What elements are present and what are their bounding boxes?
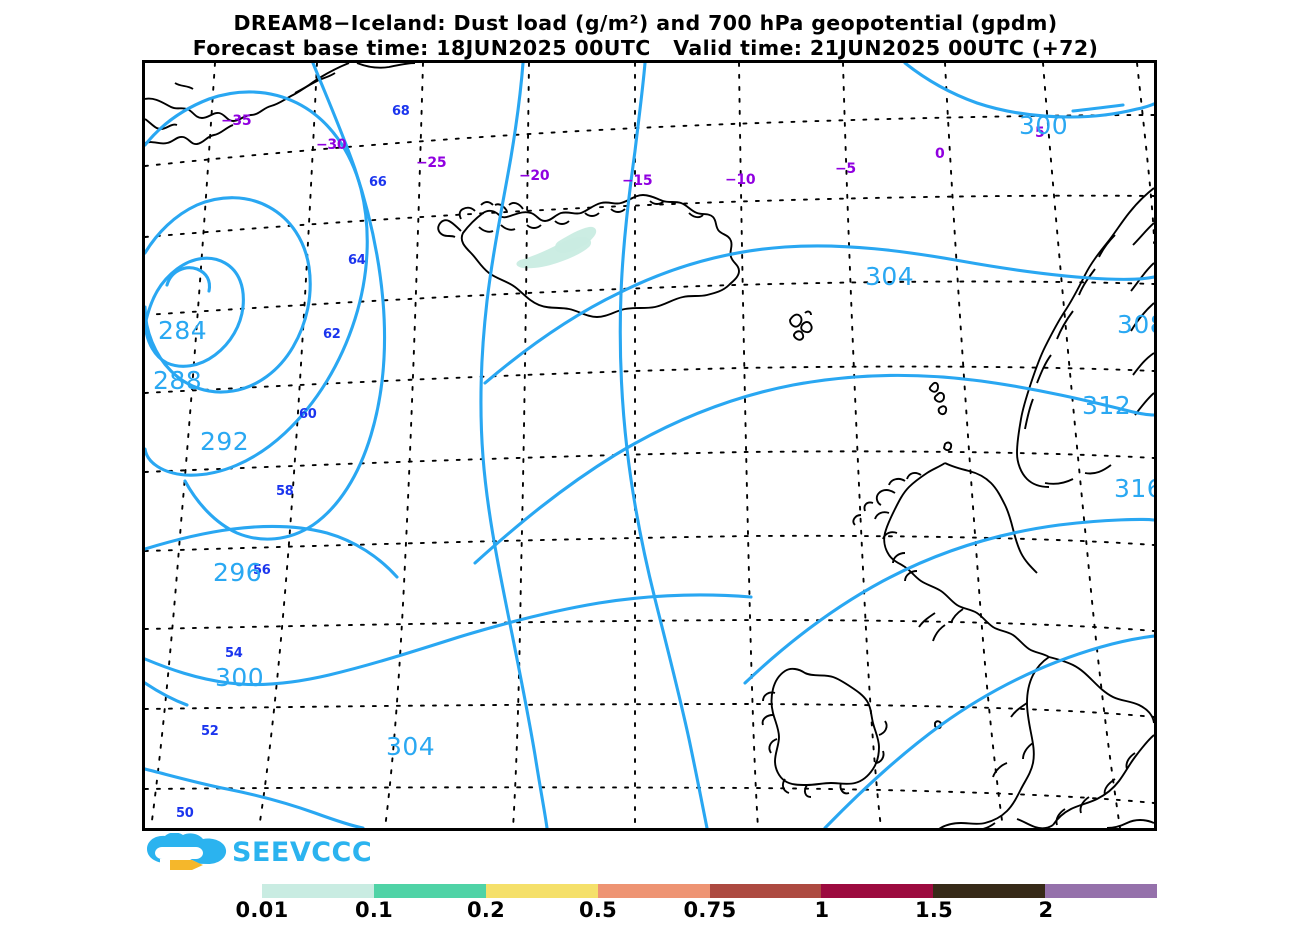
chart-title-block: DREAM8−Iceland: Dust load (g/m²) and 700…: [0, 11, 1291, 61]
logo-text: SEEVCCC: [232, 837, 373, 868]
seevccc-logo[interactable]: SEEVCCC: [146, 832, 372, 873]
colorbar-band-1: [821, 884, 934, 898]
map-canvas: [145, 63, 1154, 828]
colorbar-tick: 0.5: [578, 898, 618, 922]
colorbar-tick: 0.01: [235, 898, 289, 922]
colorbar-band-0.01: [262, 884, 374, 898]
colorbar-tick: 0.2: [466, 898, 506, 922]
colorbar-band-0.1: [373, 884, 486, 898]
page-title: DREAM8−Iceland: Dust load (g/m²) and 700…: [233, 11, 1058, 35]
colorbar-band-2: [1045, 884, 1157, 898]
forecast-time-subtitle: Forecast base time: 18JUN2025 00UTC Vali…: [192, 36, 1099, 60]
colorbar-band-0.5: [597, 884, 710, 898]
colorbar-tick: 2: [1038, 898, 1054, 922]
colorbar-band-0.2: [485, 884, 598, 898]
colorbar-band-0.75: [709, 884, 822, 898]
dust-plume-layer: [516, 226, 597, 269]
cloud-logo-icon: [147, 832, 227, 871]
geopotential-contour-layer: [145, 63, 1154, 828]
colorbar-tick-labels: 0.01 0.1 0.2 0.5 0.75 1 1.5 2: [0, 898, 1291, 928]
colorbar-tick: 0.75: [683, 898, 737, 922]
colorbar-tick: 1.5: [914, 898, 954, 922]
colorbar-band-1.5: [933, 884, 1046, 898]
dust-load-colorbar[interactable]: [262, 884, 1157, 898]
colorbar-tick: 1: [814, 898, 830, 922]
coastline-layer: [145, 63, 1154, 828]
map-plot-area[interactable]: 68 66 64 62 60 58 56 54 52 50 −35 −30 −2…: [142, 60, 1157, 831]
colorbar-tick: 0.1: [354, 898, 394, 922]
graticule-lines: [145, 63, 1154, 828]
